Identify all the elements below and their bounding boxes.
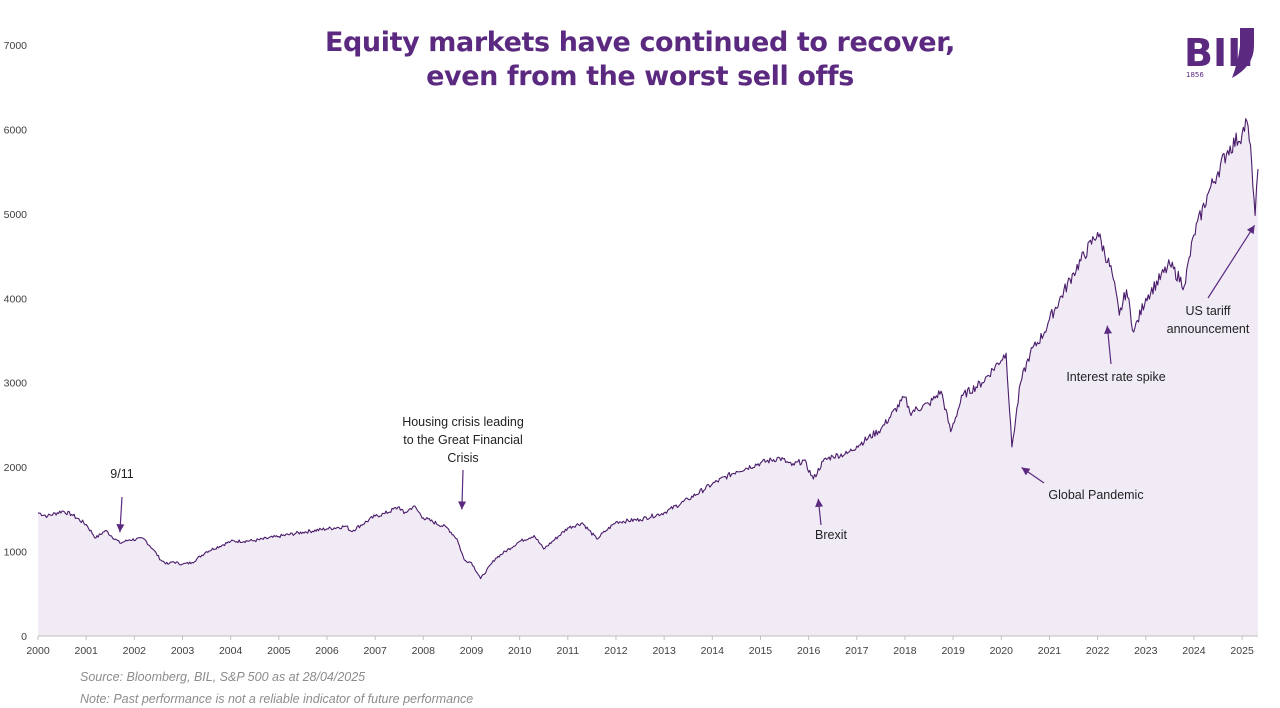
logo-year: 1856 — [1186, 71, 1204, 79]
disclaimer-note: Note: Past performance is not a reliable… — [80, 692, 474, 706]
annotation-arrowhead-icon — [1246, 225, 1255, 235]
annotation-arrowhead-icon — [1104, 325, 1113, 335]
x-tick-label: 2016 — [797, 645, 821, 657]
annotation-arrowhead-icon — [815, 498, 824, 508]
annotation-arrowhead-icon — [458, 501, 467, 510]
annotation-label: Crisis — [447, 451, 478, 465]
annotation-arrowhead-icon — [1021, 467, 1031, 476]
y-tick-label: 2000 — [4, 462, 28, 474]
x-tick-label: 2012 — [604, 645, 628, 657]
annotation-label: 9/11 — [110, 467, 133, 481]
annotation-label: to the Great Financial — [403, 433, 523, 447]
x-tick-label: 2018 — [893, 645, 917, 657]
y-tick-label: 3000 — [4, 378, 28, 390]
x-tick-label: 2014 — [701, 645, 725, 657]
x-tick-label: 2015 — [749, 645, 773, 657]
area-fill — [38, 118, 1258, 636]
x-tick-label: 2022 — [1086, 645, 1110, 657]
x-tick-label: 2008 — [412, 645, 436, 657]
logo-text: BIL — [1184, 31, 1251, 75]
y-tick-label: 1000 — [4, 547, 28, 559]
bil-shield-icon: BIL 1856 — [1184, 28, 1254, 79]
chart-title: Equity markets have continued to recover… — [0, 26, 1280, 94]
annotation-label: US tariff — [1186, 304, 1231, 318]
y-tick-label: 0 — [21, 631, 27, 643]
bil-logo: BIL 1856 — [1180, 24, 1256, 82]
annotation-label: Global Pandemic — [1048, 488, 1143, 502]
x-tick-label: 2024 — [1182, 645, 1206, 657]
x-tick-label: 2017 — [845, 645, 869, 657]
annotation-arrowhead-icon — [116, 524, 125, 533]
x-tick-label: 2000 — [26, 645, 50, 657]
sp500-series-line — [37, 118, 1259, 580]
y-tick-label: 5000 — [4, 209, 28, 221]
title-line-1: Equity markets have continued to recover… — [324, 27, 956, 58]
y-tick-label: 7000 — [4, 40, 28, 52]
x-tick-label: 2019 — [941, 645, 965, 657]
x-tick-label: 2007 — [363, 645, 387, 657]
x-tick-label: 2006 — [315, 645, 339, 657]
annotation-label: Brexit — [815, 528, 847, 542]
source-note: Source: Bloomberg, BIL, S&P 500 as at 28… — [80, 670, 366, 684]
x-tick-label: 2009 — [460, 645, 484, 657]
x-tick-label: 2004 — [219, 645, 243, 657]
x-tick-label: 2021 — [1038, 645, 1062, 657]
x-tick-label: 2023 — [1134, 645, 1158, 657]
x-tick-label: 2025 — [1230, 645, 1254, 657]
annotation-label: Housing crisis leading — [402, 415, 524, 429]
x-tick-label: 2001 — [74, 645, 98, 657]
x-tick-label: 2003 — [171, 645, 195, 657]
x-tick-label: 2013 — [652, 645, 676, 657]
x-tick-label: 2005 — [267, 645, 291, 657]
title-line-2: even from the worst sell offs — [426, 61, 854, 92]
y-tick-label: 4000 — [4, 293, 28, 305]
annotation-label: announcement — [1167, 322, 1250, 336]
x-tick-label: 2020 — [990, 645, 1014, 657]
annotation-arrow-line — [1207, 224, 1256, 299]
x-tick-label: 2010 — [508, 645, 532, 657]
annotation-label: Interest rate spike — [1066, 370, 1165, 384]
x-tick-label: 2002 — [123, 645, 147, 657]
y-tick-label: 6000 — [4, 124, 28, 136]
x-tick-label: 2011 — [557, 645, 580, 657]
